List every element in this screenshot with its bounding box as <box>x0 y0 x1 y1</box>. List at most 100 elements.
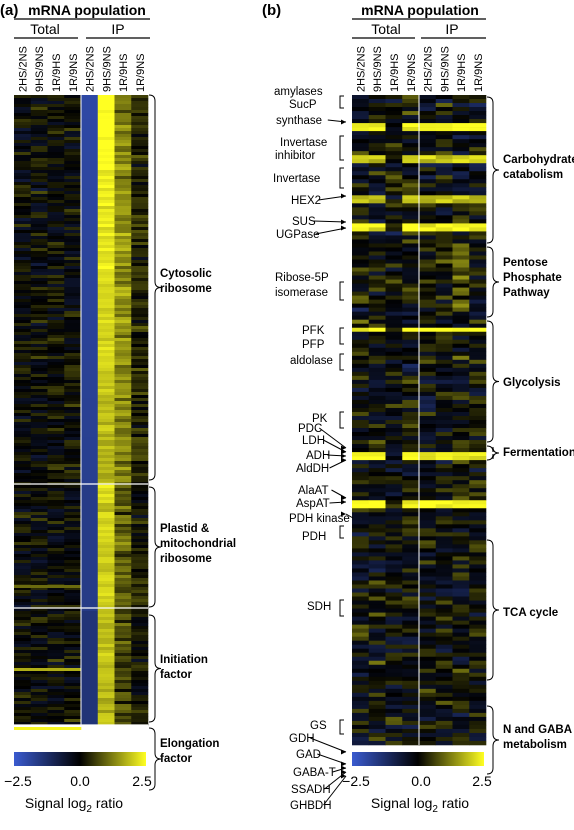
heatmap-cell <box>385 319 403 324</box>
heatmap-cell <box>114 581 132 585</box>
heatmap-cell <box>47 644 65 648</box>
heatmap-cell <box>131 530 149 534</box>
heatmap-cell <box>452 440 470 445</box>
heatmap-cell <box>368 452 386 457</box>
heatmap-cell <box>81 650 99 654</box>
gene-bracket <box>339 281 344 301</box>
column-label: 9HS/9NS <box>372 46 384 92</box>
heatmap-cell <box>30 104 48 108</box>
heatmap-cell <box>114 119 132 123</box>
heatmap-cell <box>402 355 420 361</box>
heatmap-cell <box>385 107 403 112</box>
heatmap-cell <box>97 689 115 693</box>
heatmap-cell <box>81 680 99 684</box>
heatmap-cell <box>64 332 82 336</box>
heatmap-cell <box>47 416 65 420</box>
heatmap-cell <box>81 344 99 348</box>
gene-label: amylases <box>274 86 323 98</box>
heatmap-cell <box>64 533 82 537</box>
heatmap-cell <box>97 383 115 387</box>
heatmap-cell <box>402 311 420 316</box>
heatmap-cell <box>30 494 48 498</box>
heatmap-cell <box>14 569 32 573</box>
heatmap-cell <box>131 416 149 420</box>
heatmap-cell <box>385 307 403 312</box>
heatmap-cell <box>14 338 32 342</box>
heatmap-cell <box>14 263 32 267</box>
heatmap-cell <box>435 231 453 236</box>
heatmap-cell <box>435 147 453 152</box>
heatmap-cell <box>30 641 48 645</box>
heatmap-cell <box>131 404 149 408</box>
heatmap-cell <box>97 647 115 651</box>
heatmap-cell <box>131 515 149 519</box>
heatmap-cell <box>368 155 386 160</box>
heatmap-cell <box>452 215 470 220</box>
heatmap-cell <box>30 389 48 393</box>
heatmap-cell <box>435 692 453 698</box>
heatmap-cell <box>97 140 115 144</box>
heatmap-cell <box>419 315 437 320</box>
heatmap-cell <box>14 137 32 141</box>
heatmap-cell <box>14 236 32 240</box>
heatmap-cell <box>64 608 82 612</box>
heatmap-cell <box>14 278 32 282</box>
heatmap-cell <box>30 281 48 285</box>
heatmap-cell <box>419 355 437 361</box>
heatmap-cell <box>14 377 32 381</box>
heatmap-cell <box>452 207 470 212</box>
gene-bracket <box>339 167 344 189</box>
heatmap-cell <box>131 578 149 582</box>
heatmap-cell <box>435 195 453 200</box>
heatmap-cell <box>64 479 82 483</box>
panel-b-cb-tick-max: 2.5 <box>472 773 492 789</box>
heatmap-cell <box>81 455 99 459</box>
heatmap-cell <box>435 403 453 409</box>
heatmap-cell <box>385 411 403 417</box>
gene-label: GAD <box>296 749 321 761</box>
heatmap-cell <box>368 456 386 461</box>
heatmap-cell <box>81 143 99 147</box>
heatmap-cell <box>419 592 437 597</box>
heatmap-cell <box>385 640 403 645</box>
heatmap-cell <box>419 476 437 481</box>
heatmap-cell <box>352 191 370 196</box>
heatmap-cell <box>81 491 99 495</box>
heatmap-cell <box>114 500 132 504</box>
heatmap-cell <box>64 704 82 708</box>
heatmap-cell <box>30 491 48 495</box>
heatmap-cell <box>368 556 386 561</box>
heatmap-cell <box>435 516 453 521</box>
heatmap-cell <box>114 707 132 711</box>
heatmap-cell <box>30 563 48 567</box>
heatmap-cell <box>14 155 32 159</box>
heatmap-cell <box>435 456 453 461</box>
heatmap-cell <box>64 668 82 671</box>
heatmap-cell <box>97 557 115 561</box>
heatmap-cell <box>452 736 470 742</box>
heatmap-cell <box>81 182 99 186</box>
heatmap-cell <box>452 343 470 349</box>
heatmap-cell <box>419 528 437 533</box>
heatmap-cell <box>47 338 65 342</box>
heatmap-cell <box>352 339 370 345</box>
heatmap-cell <box>97 644 115 648</box>
heatmap-cell <box>64 677 82 681</box>
heatmap-cell <box>419 399 437 405</box>
heatmap-cell <box>402 632 420 637</box>
heatmap-cell <box>402 279 420 284</box>
heatmap-cell <box>81 395 99 399</box>
heatmap-cell <box>64 317 82 321</box>
heatmap-cell <box>64 536 82 540</box>
heatmap-cell <box>81 716 99 720</box>
heatmap-cell <box>131 347 149 351</box>
heatmap-cell <box>131 122 149 126</box>
heatmap-cell <box>64 179 82 183</box>
heatmap-cell <box>81 545 99 549</box>
heatmap-cell <box>352 227 370 232</box>
heatmap-cell <box>30 383 48 387</box>
heatmap-cell <box>47 200 65 204</box>
heatmap-cell <box>97 188 115 192</box>
heatmap-cell <box>452 211 470 216</box>
heatmap-cell <box>14 293 32 297</box>
